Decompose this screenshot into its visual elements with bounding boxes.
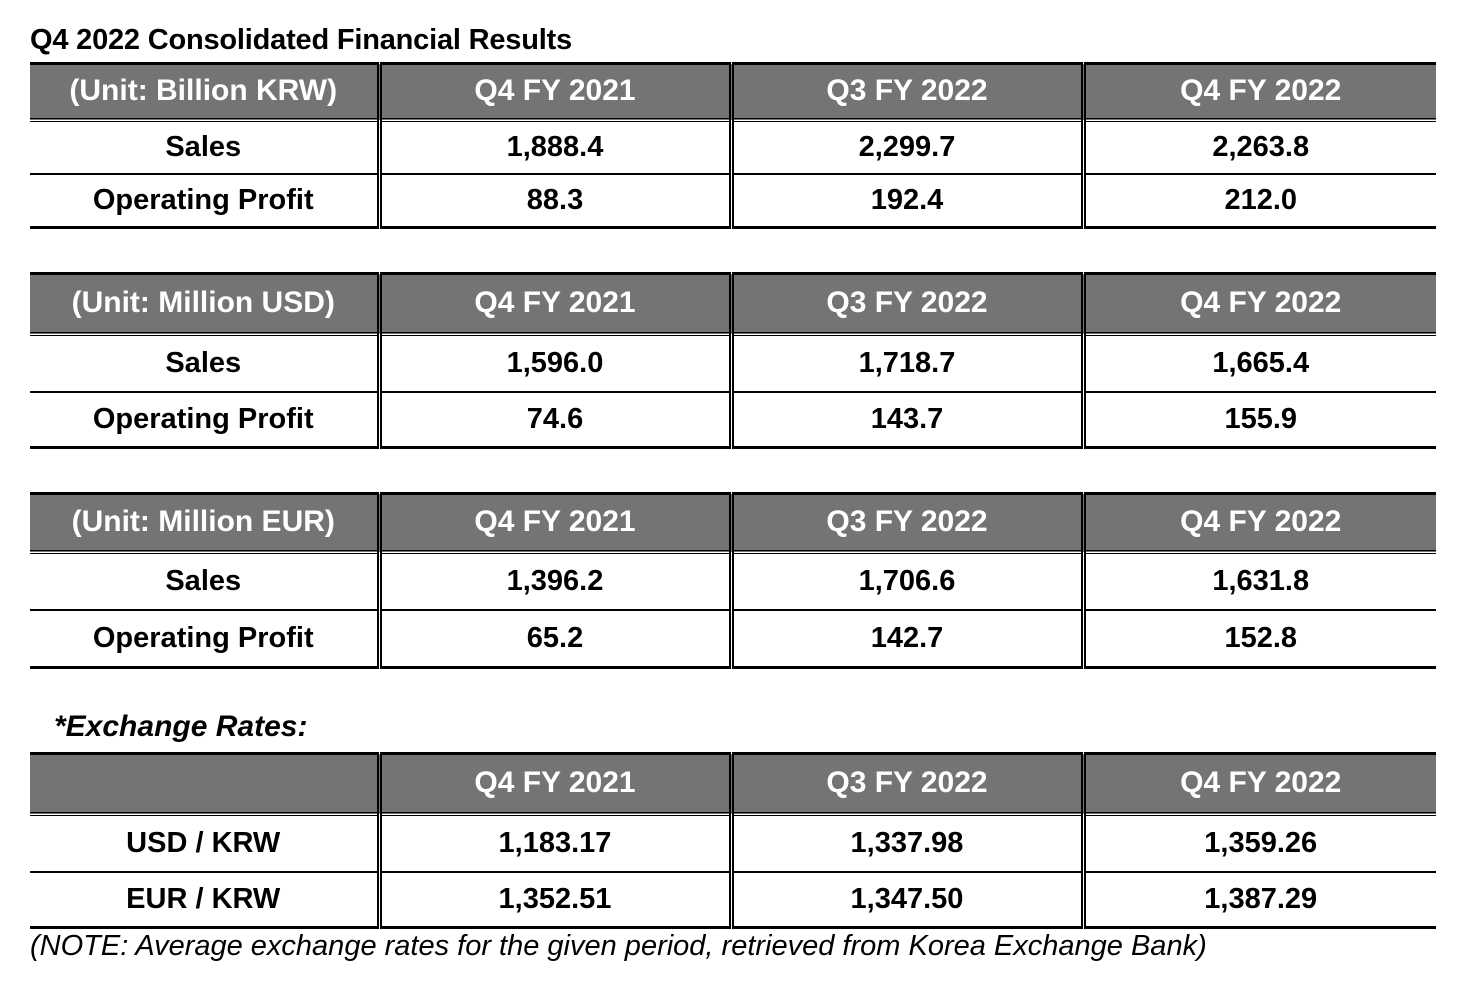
- row-label-sales: Sales: [30, 119, 379, 175]
- value-cell: 142.7: [728, 609, 1083, 669]
- value-cell: 212.0: [1080, 173, 1436, 229]
- column-header-q3-fy2022: Q3 FY 2022: [728, 752, 1083, 816]
- column-header-q4-fy2021: Q4 FY 2021: [376, 752, 731, 816]
- unit-header: (Unit: Million USD): [30, 272, 379, 336]
- column-header-q4-fy2022: Q4 FY 2022: [1080, 752, 1436, 816]
- eur-results-table: (Unit: Million EUR) Q4 FY 2021 Q3 FY 202…: [30, 492, 1436, 669]
- value-cell: 1,631.8: [1080, 551, 1436, 611]
- row-label-usd-krw: USD / KRW: [30, 813, 379, 873]
- row-label-eur-krw: EUR / KRW: [30, 871, 379, 929]
- row-label-operating-profit: Operating Profit: [30, 391, 379, 449]
- value-cell: 1,347.50: [728, 871, 1083, 929]
- column-header-q3-fy2022: Q3 FY 2022: [728, 272, 1083, 336]
- exchange-rates-table: Q4 FY 2021 Q3 FY 2022 Q4 FY 2022 USD / K…: [30, 752, 1436, 929]
- column-header-q4-fy2021: Q4 FY 2021: [376, 62, 731, 122]
- value-cell: 1,596.0: [376, 333, 731, 393]
- table-row: Operating Profit 88.3 192.4 212.0: [30, 173, 1436, 229]
- value-cell: 1,359.26: [1080, 813, 1436, 873]
- unit-header: (Unit: Billion KRW): [30, 62, 379, 122]
- page-title: Q4 2022 Consolidated Financial Results: [30, 24, 572, 56]
- column-header-q4-fy2022: Q4 FY 2022: [1080, 492, 1436, 554]
- value-cell: 65.2: [376, 609, 731, 669]
- footnote: (NOTE: Average exchange rates for the gi…: [30, 930, 1207, 962]
- krw-results-table: (Unit: Billion KRW) Q4 FY 2021 Q3 FY 202…: [30, 62, 1436, 229]
- table-row: Sales 1,396.2 1,706.6 1,631.8: [30, 551, 1436, 611]
- table-row: Operating Profit 74.6 143.7 155.9: [30, 391, 1436, 449]
- column-header-q3-fy2022: Q3 FY 2022: [728, 62, 1083, 122]
- table-row: EUR / KRW 1,352.51 1,347.50 1,387.29: [30, 871, 1436, 929]
- value-cell: 143.7: [728, 391, 1083, 449]
- column-header-q4-fy2021: Q4 FY 2021: [376, 492, 731, 554]
- table-row: Operating Profit 65.2 142.7 152.8: [30, 609, 1436, 669]
- value-cell: 1,387.29: [1080, 871, 1436, 929]
- row-label-operating-profit: Operating Profit: [30, 609, 379, 669]
- column-header-q4-fy2022: Q4 FY 2022: [1080, 272, 1436, 336]
- value-cell: 1,718.7: [728, 333, 1083, 393]
- value-cell: 2,299.7: [728, 119, 1083, 175]
- value-cell: 155.9: [1080, 391, 1436, 449]
- value-cell: 1,706.6: [728, 551, 1083, 611]
- table-row: Sales 1,888.4 2,299.7 2,263.8: [30, 119, 1436, 175]
- column-header-q3-fy2022: Q3 FY 2022: [728, 492, 1083, 554]
- value-cell: 1,337.98: [728, 813, 1083, 873]
- unit-header: (Unit: Million EUR): [30, 492, 379, 554]
- column-header-q4-fy2021: Q4 FY 2021: [376, 272, 731, 336]
- value-cell: 152.8: [1080, 609, 1436, 669]
- table-row: USD / KRW 1,183.17 1,337.98 1,359.26: [30, 813, 1436, 873]
- table-row: Sales 1,596.0 1,718.7 1,665.4: [30, 333, 1436, 393]
- usd-results-table: (Unit: Million USD) Q4 FY 2021 Q3 FY 202…: [30, 272, 1436, 449]
- unit-header: [30, 752, 379, 816]
- row-label-operating-profit: Operating Profit: [30, 173, 379, 229]
- exchange-rates-heading: *Exchange Rates:: [54, 710, 308, 743]
- value-cell: 1,396.2: [376, 551, 731, 611]
- value-cell: 2,263.8: [1080, 119, 1436, 175]
- value-cell: 74.6: [376, 391, 731, 449]
- row-label-sales: Sales: [30, 551, 379, 611]
- row-label-sales: Sales: [30, 333, 379, 393]
- column-header-q4-fy2022: Q4 FY 2022: [1080, 62, 1436, 122]
- value-cell: 192.4: [728, 173, 1083, 229]
- value-cell: 1,888.4: [376, 119, 731, 175]
- value-cell: 1,665.4: [1080, 333, 1436, 393]
- value-cell: 1,183.17: [376, 813, 731, 873]
- value-cell: 1,352.51: [376, 871, 731, 929]
- value-cell: 88.3: [376, 173, 731, 229]
